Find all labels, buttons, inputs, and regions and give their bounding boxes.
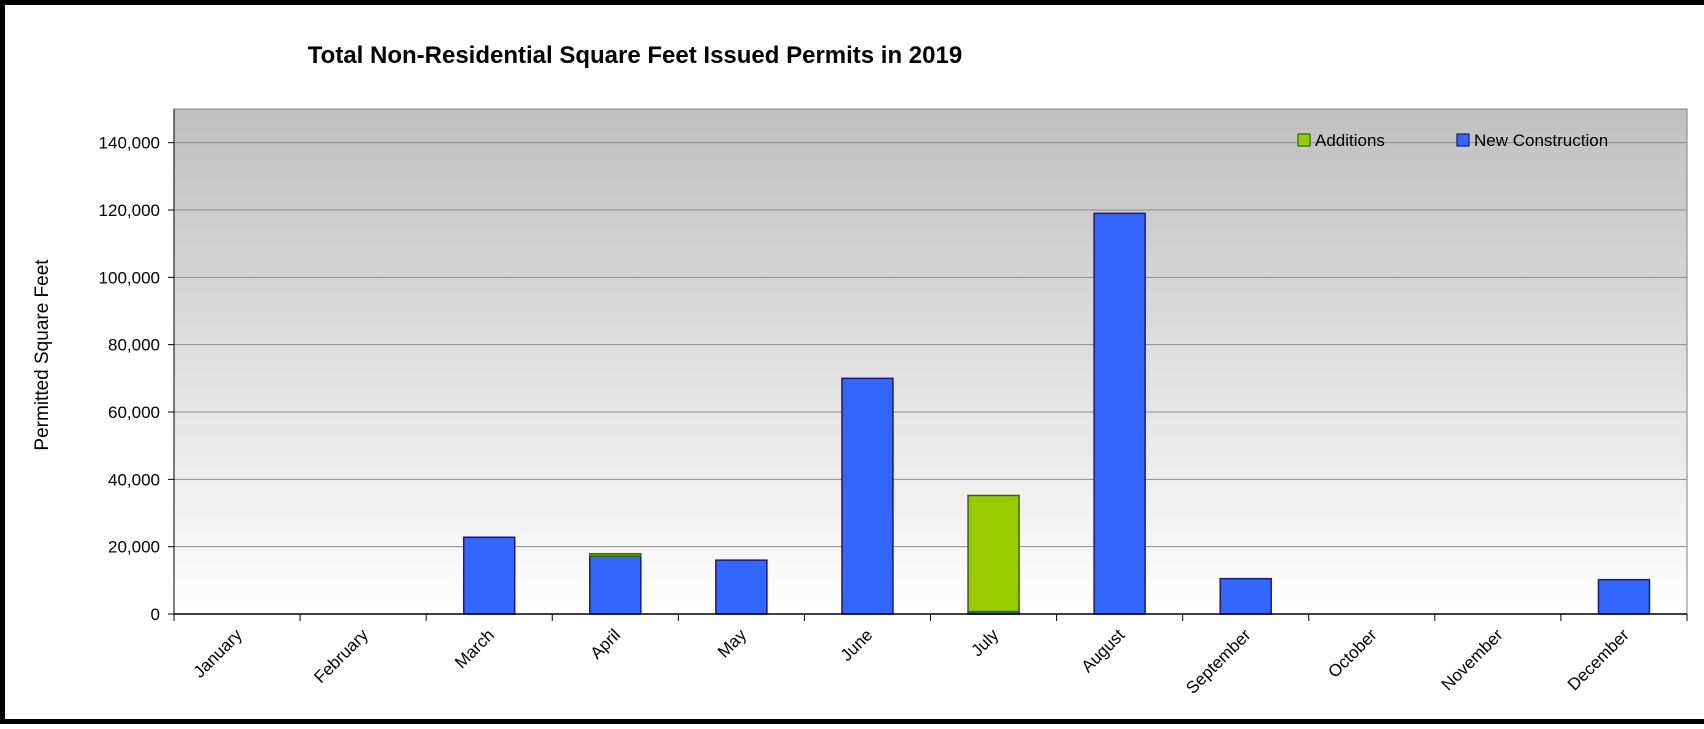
x-tick-label: April [587, 625, 624, 662]
bar-new-construction [715, 559, 768, 615]
bar-chart: Total Non-Residential Square Feet Issued… [32, 42, 1688, 698]
y-tick-label: 120,000 [99, 201, 160, 220]
y-tick-label: 80,000 [108, 336, 160, 355]
legend-swatch [1297, 133, 1311, 147]
legend: Additions New Construction [1297, 131, 1608, 150]
x-tick-label: August [1078, 625, 1129, 676]
chart-title: Total Non-Residential Square Feet Issued… [308, 42, 962, 69]
bars-group [462, 212, 1651, 615]
x-tick-label: February [310, 625, 372, 687]
x-tick-label: October [1324, 625, 1380, 681]
x-tick-label: June [837, 625, 877, 665]
legend-label: Additions [1315, 131, 1385, 150]
bar-new-construction [1597, 578, 1651, 615]
legend-label: New Construction [1474, 131, 1608, 150]
plot-area [173, 108, 1688, 615]
x-tick-label: September [1182, 625, 1254, 697]
bar-new-construction [589, 555, 642, 615]
y-axis-label: Permitted Square Feet [32, 259, 53, 451]
bar-new-construction [1219, 577, 1272, 615]
x-tick-label: March [451, 625, 498, 672]
bar-additions [967, 494, 1020, 613]
x-tick-label: July [968, 625, 1003, 660]
legend-swatch [1456, 133, 1470, 147]
y-tick-label: 0 [151, 605, 160, 624]
x-tick-label: November [1438, 625, 1507, 694]
plot-background [173, 108, 1688, 615]
bar-new-construction [1093, 212, 1146, 615]
y-tick-label: 60,000 [108, 403, 160, 422]
x-tick-label: May [714, 625, 750, 661]
y-tick-label: 140,000 [99, 134, 160, 153]
bar-additions [589, 552, 642, 557]
x-tick-label: January [190, 625, 247, 682]
y-tick-label: 40,000 [108, 470, 160, 489]
y-tick-label: 20,000 [108, 538, 160, 557]
bar-new-construction [462, 536, 516, 615]
bar-new-construction [841, 377, 894, 615]
y-tick-label: 100,000 [99, 268, 160, 287]
x-tick-label: December [1564, 625, 1633, 694]
